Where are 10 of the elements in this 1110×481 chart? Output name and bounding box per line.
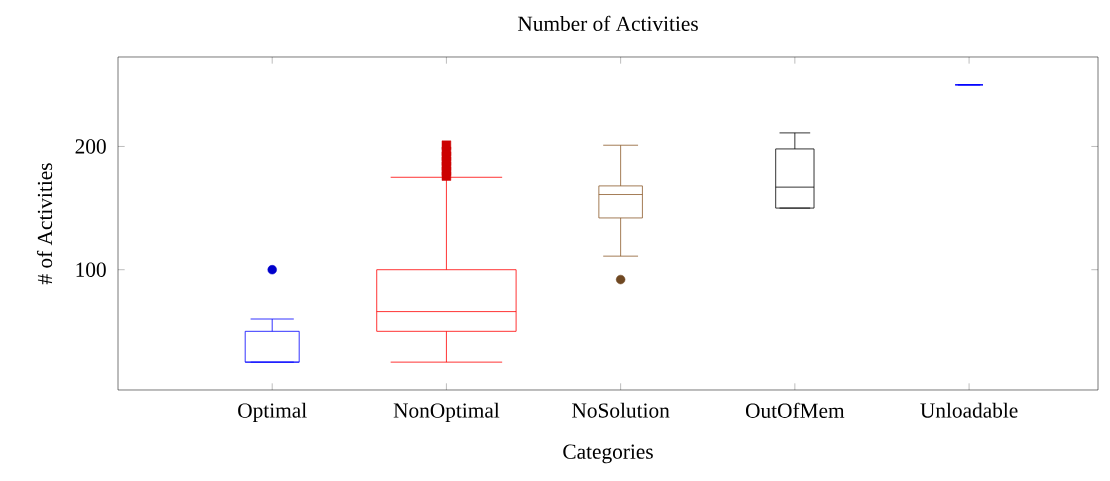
- y-tick-label: 200: [75, 139, 106, 154]
- x-axis-title: Categories: [563, 444, 653, 464]
- chart-title: Number of Activities: [517, 15, 698, 31]
- y-tick-label: 100: [76, 262, 106, 277]
- y-axis-title: # of Activities: [36, 163, 53, 285]
- x-tick-label: NonOptimal: [393, 402, 500, 423]
- x-tick-label: NoSolution: [572, 402, 670, 418]
- x-tick-label: Optimal: [238, 402, 307, 423]
- x-tick-label: OutOfMem: [745, 402, 845, 418]
- x-tick-label: Unloadable: [920, 402, 1018, 418]
